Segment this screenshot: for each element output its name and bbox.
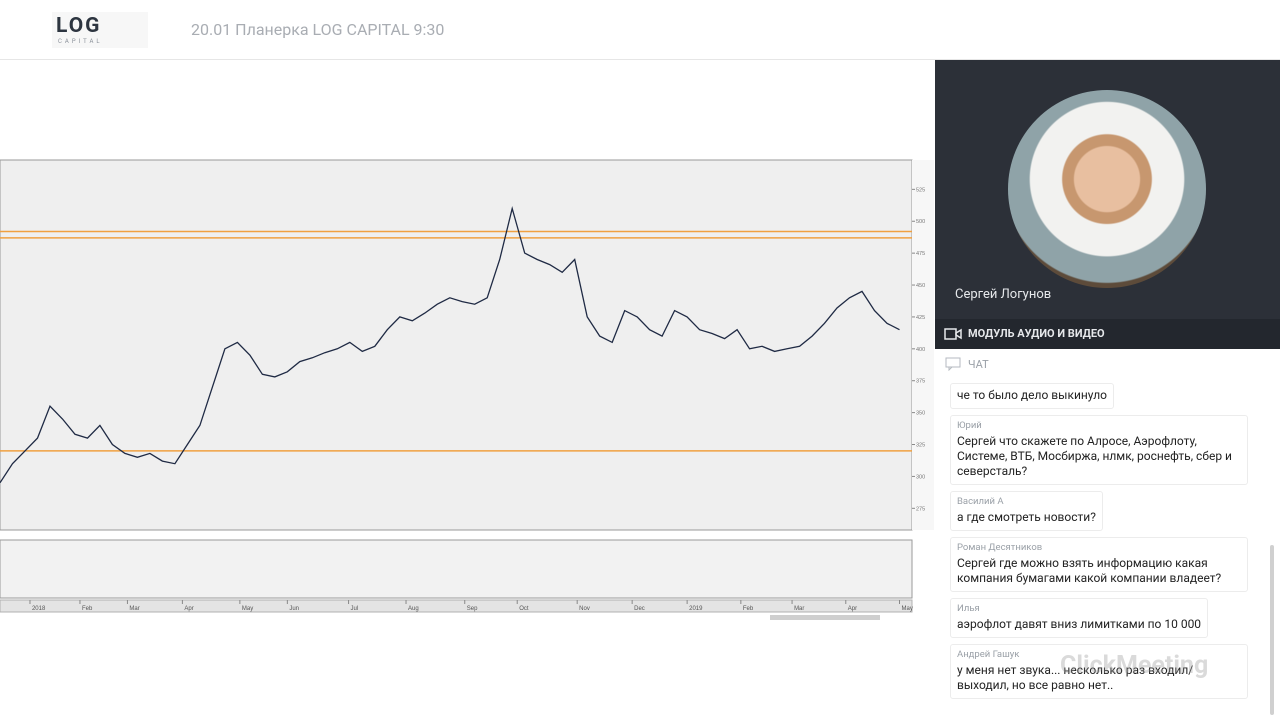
chat-scrollbar[interactable] [1270, 545, 1274, 715]
x-tick-label: Feb [743, 606, 754, 612]
message-text: у меня нет звука... несколько раз входил… [957, 663, 1194, 692]
y-tick-label: 500 [916, 219, 925, 225]
y-tick-label: 375 [916, 379, 925, 385]
chat-message: Юрий Сергей что скажете по Алросе, Аэрофл… [950, 415, 1248, 485]
y-tick-label: 300 [916, 474, 925, 480]
x-tick-label: Apr [848, 606, 857, 612]
video-panel: Сергей Логунов МОДУЛЬ АУДИО И ВИДЕО [935, 60, 1280, 349]
y-tick-label: 400 [916, 347, 925, 353]
x-tick-label: Feb [82, 606, 93, 612]
chat-icon [945, 357, 961, 371]
webinar-title: 20.01 Планерка LOG CAPITAL 9:30 [191, 20, 445, 39]
message-author: Илья [957, 603, 980, 614]
x-tick-label: 2019 [689, 606, 703, 612]
chat-messages: че то было дело выкинуло Юрий Сергей что с… [950, 383, 1250, 705]
y-tick-label: 325 [916, 443, 925, 449]
x-tick-label: Sep [467, 606, 478, 612]
av-module-label: МОДУЛЬ АУДИО И ВИДЕО [968, 327, 1105, 340]
x-tick-label: 2018 [32, 606, 46, 612]
x-tick-label: Jun [289, 606, 299, 612]
x-tick-label: Dec [634, 606, 645, 612]
speaker-video [1008, 90, 1206, 288]
message-author: Юрий [957, 420, 982, 431]
x-tick-label: Nov [579, 606, 590, 612]
chart-scrollbar[interactable] [770, 615, 880, 620]
chat-message: че то было дело выкинуло [950, 383, 1115, 409]
y-tick-label: 275 [916, 506, 925, 512]
logo-text: LOG [56, 14, 102, 38]
message-text: а где смотреть новости? [957, 510, 1096, 524]
logo-subtext: CAPITAL [58, 38, 103, 45]
x-axis-strip [0, 599, 913, 613]
plot-area [0, 159, 913, 531]
x-tick-label: Oct [519, 606, 529, 612]
chat-label: ЧАТ [968, 358, 989, 371]
watermark: ClickMeeting [1060, 651, 1209, 680]
volume-panel [0, 539, 913, 599]
message-author: Андрей Гашук [957, 649, 1020, 660]
y-tick-label: 450 [916, 283, 925, 289]
y-tick-label: 525 [916, 187, 925, 193]
chat-message-row: Андрей Гашук у меня нет звука... нескольк… [950, 644, 1250, 705]
message-author: Роман Десятников [957, 542, 1043, 553]
x-tick-label: Mar [129, 606, 139, 612]
chat-message: Андрей Гашук у меня нет звука... нескольк… [950, 644, 1248, 699]
chat-message: Василий А а где смотреть новости? [950, 491, 1103, 531]
speaker-name: Сергей Логунов [955, 287, 1052, 302]
x-tick-label: May [902, 606, 913, 612]
x-tick-label: Apr [184, 606, 193, 612]
x-tick-label: Mar [794, 606, 804, 612]
chat-message-row: Илья аэрофлот давят вниз лимитками по 10 … [950, 598, 1250, 644]
y-tick-label: 475 [916, 251, 925, 257]
x-tick-label: Aug [408, 606, 419, 612]
message-text: Сергей что скажете по Алросе, Аэрофлоту,… [957, 434, 1232, 478]
y-axis-area [912, 160, 934, 530]
price-chart: 275 300 325 350 375 400 425 450 475 500 525 2018 Feb… [0, 159, 934, 620]
chat-message-row: Роман Десятников Сергей где можно взять и… [950, 537, 1250, 598]
message-text: че то было дело выкинуло [957, 388, 1108, 402]
chat-message: Роман Десятников Сергей где можно взять и… [950, 537, 1248, 592]
price-line [0, 205, 900, 484]
av-module-bar[interactable]: МОДУЛЬ АУДИО И ВИДЕО [935, 319, 1280, 349]
y-tick-label: 425 [916, 315, 925, 321]
x-tick-label: Jul [351, 606, 359, 612]
message-author: Василий А [957, 496, 1004, 507]
chat-message-row: Василий А а где смотреть новости? [950, 491, 1250, 537]
chat-message: Илья аэрофлот давят вниз лимитками по 10 … [950, 598, 1209, 638]
camera-icon [944, 328, 962, 340]
message-text: Сергей где можно взять информацию какая … [957, 556, 1222, 585]
y-tick-label: 350 [916, 411, 925, 417]
chat-message-row: че то было дело выкинуло [950, 383, 1250, 415]
logo[interactable]: LOG CAPITAL [52, 12, 148, 48]
message-text: аэрофлот давят вниз лимитками по 10 000 [957, 617, 1202, 631]
x-tick-label: May [242, 606, 253, 612]
header: LOG CAPITAL 20.01 Планерка LOG CAPITAL 9… [0, 0, 1280, 60]
chat-header[interactable]: ЧАТ [935, 349, 1280, 379]
chat-message-row: Юрий Сергей что скажете по Алросе, Аэрофл… [950, 415, 1250, 491]
